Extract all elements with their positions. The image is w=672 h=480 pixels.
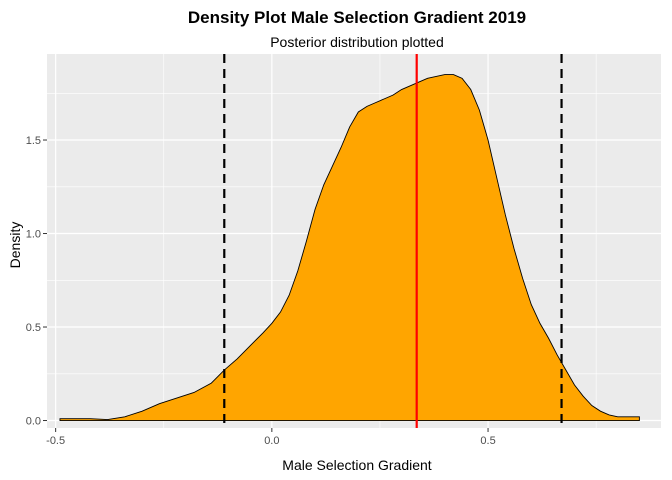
y-tick-label: 0.5 xyxy=(26,322,41,334)
x-axis-title: Male Selection Gradient xyxy=(282,457,432,473)
x-tick-label: -0.5 xyxy=(46,435,65,447)
chart-title: Density Plot Male Selection Gradient 201… xyxy=(188,8,526,27)
y-tick-label: 0.0 xyxy=(26,416,41,428)
density-area xyxy=(59,74,640,421)
y-tick-label: 1.5 xyxy=(26,135,41,147)
y-axis-title: Density xyxy=(7,222,23,269)
vertical-lines xyxy=(223,54,563,428)
y-axis-ticks: 0.0 0.5 1.0 1.5 xyxy=(26,135,47,428)
x-axis-ticks: -0.5 0.0 0.5 xyxy=(46,428,496,447)
x-tick-label: 0.0 xyxy=(264,435,279,447)
x-tick-label: 0.5 xyxy=(480,435,495,447)
chart-subtitle: Posterior distribution plotted xyxy=(270,34,444,50)
y-tick-label: 1.0 xyxy=(26,229,41,241)
